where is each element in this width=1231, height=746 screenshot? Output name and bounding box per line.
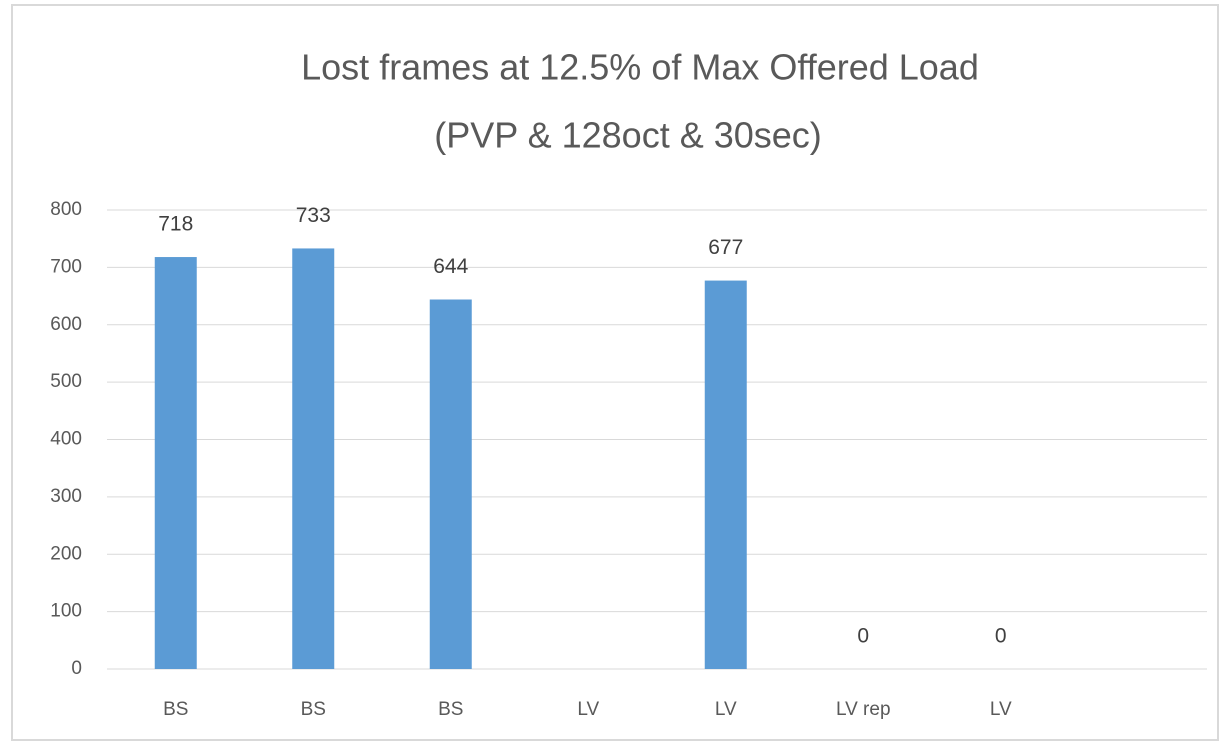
y-tick-label: 100 [50, 601, 82, 622]
x-tick-label: LV [990, 699, 1012, 720]
x-tick-label: LV [577, 699, 599, 720]
y-tick-label: 300 [50, 486, 82, 507]
data-label: 733 [296, 204, 331, 227]
bar [704, 280, 747, 669]
bar [154, 257, 197, 669]
data-label: 677 [708, 236, 743, 259]
y-tick-label: 500 [50, 371, 82, 392]
y-tick-label: 200 [50, 543, 82, 564]
y-tick-label: 700 [50, 256, 82, 277]
chart-subtitle: (PVP & 128oct & 30sec) [434, 115, 822, 156]
data-label: 644 [433, 255, 468, 278]
x-tick-label: BS [301, 699, 326, 720]
x-tick-label: LV rep [836, 699, 891, 720]
y-tick-label: 600 [50, 314, 82, 335]
data-label: 0 [995, 625, 1007, 648]
bar [429, 299, 472, 669]
y-tick-label: 800 [50, 199, 82, 220]
data-label: 718 [158, 213, 193, 236]
y-tick-label: 400 [50, 429, 82, 450]
x-tick-label: BS [438, 699, 463, 720]
chart-title: Lost frames at 12.5% of Max Offered Load [301, 47, 979, 88]
bar [292, 248, 335, 669]
data-label: 0 [857, 625, 869, 648]
y-tick-label: 0 [71, 658, 82, 679]
chart-border [11, 4, 1219, 741]
x-tick-label: BS [163, 699, 188, 720]
x-tick-label: LV [715, 699, 737, 720]
